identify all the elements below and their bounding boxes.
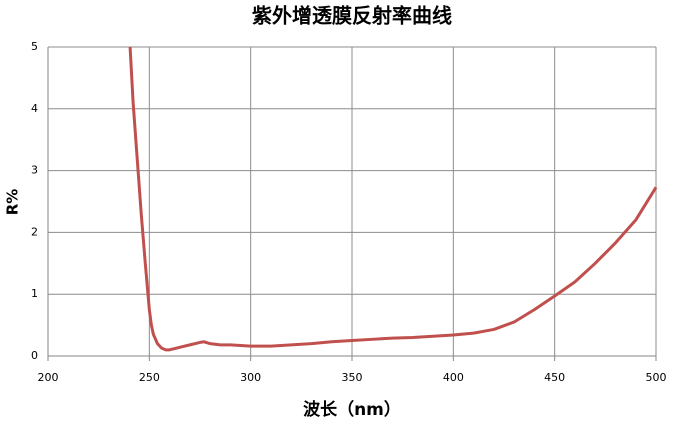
x-tick-label: 250 [139, 371, 160, 384]
x-axis-label: 波长（nm） [303, 399, 401, 420]
x-tick-label: 200 [38, 371, 59, 384]
data-line [128, 46, 658, 352]
y-tick-label: 2 [31, 225, 38, 238]
x-tick-label: 450 [544, 371, 565, 384]
x-tick-label: 500 [646, 371, 667, 384]
y-tick-label: 5 [31, 40, 38, 53]
x-tick-label: 300 [240, 371, 261, 384]
y-axis-label: R% [4, 189, 22, 216]
y-tick-label: 1 [31, 287, 38, 300]
x-tick-label: 400 [443, 371, 464, 384]
y-tick-label: 3 [31, 164, 38, 177]
y-tick-label: 0 [31, 349, 38, 362]
chart-title: 紫外增透膜反射率曲线 [252, 4, 452, 28]
y-tick-label: 4 [31, 102, 38, 115]
x-tick-label: 350 [342, 371, 363, 384]
